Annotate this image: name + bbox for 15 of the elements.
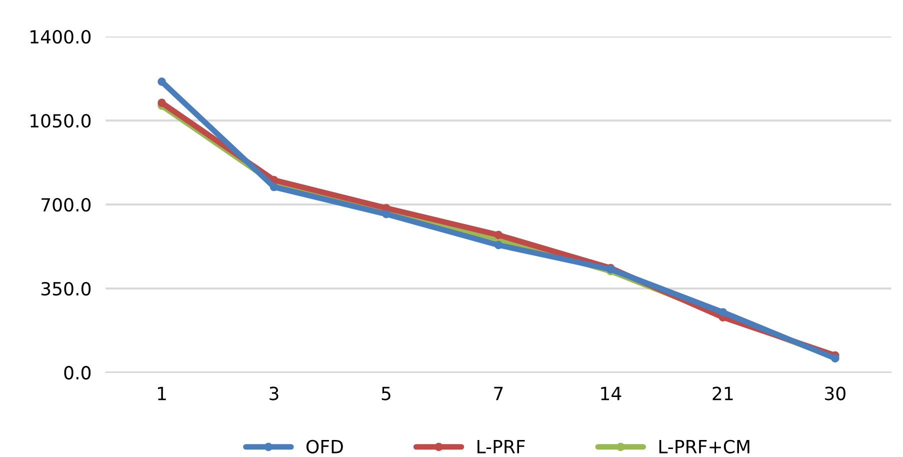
x-tick-label: 14 [601,386,622,400]
legend-label: L-PRF+CM [659,440,750,454]
y-tick-label: 1400.0 [30,30,91,44]
x-tick-label: 1 [158,386,166,400]
legend-label: OFD [306,440,343,454]
x-tick-label: 5 [382,386,390,400]
y-tick-label: 350.0 [41,282,91,296]
y-tick-label: 700.0 [42,198,91,212]
x-tick-label: 30 [825,386,846,400]
y-tick-label: 1050.0 [30,114,91,128]
x-tick-label: 7 [494,386,503,400]
legend-label: L-PRF [478,440,525,454]
y-tick-label: 0.0 [64,366,91,380]
x-tick-label: 21 [712,386,733,400]
x-tick-label: 3 [270,386,278,400]
